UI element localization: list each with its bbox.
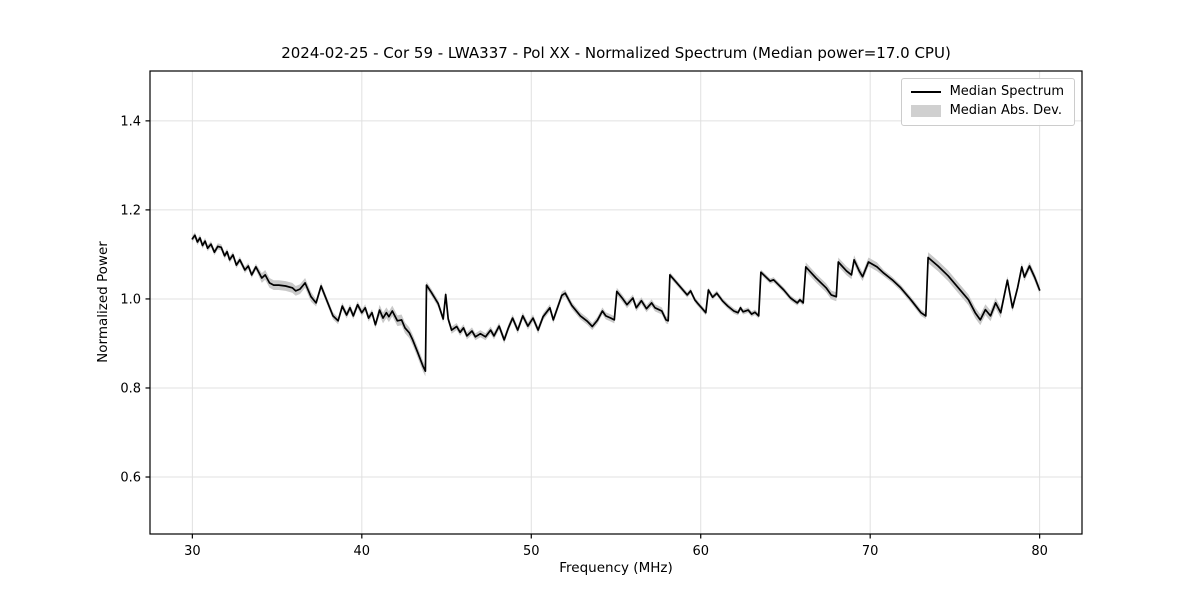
x-tick-label: 80 bbox=[1031, 544, 1048, 559]
legend-label: Median Spectrum bbox=[949, 84, 1064, 99]
legend-entry-median-abs-dev: Median Abs. Dev. bbox=[910, 103, 1064, 119]
x-tick-label: 70 bbox=[862, 544, 879, 559]
x-tick-label: 30 bbox=[184, 544, 201, 559]
y-tick-label: 1.0 bbox=[120, 292, 141, 307]
y-tick-label: 1.2 bbox=[120, 203, 141, 218]
legend: Median Spectrum Median Abs. Dev. bbox=[900, 78, 1075, 126]
legend-entry-median-spectrum: Median Spectrum bbox=[910, 84, 1064, 99]
x-axis-label: Frequency (MHz) bbox=[559, 560, 673, 576]
x-tick-label: 50 bbox=[523, 544, 540, 559]
y-tick-label: 0.6 bbox=[120, 471, 141, 486]
legend-line-swatch bbox=[910, 91, 941, 94]
y-tick-label: 0.8 bbox=[120, 381, 141, 396]
x-tick-label: 60 bbox=[692, 544, 709, 559]
legend-label: Median Abs. Dev. bbox=[949, 103, 1063, 119]
legend-patch-swatch bbox=[910, 105, 941, 118]
x-tick-label: 40 bbox=[354, 544, 371, 559]
y-axis-label: Normalized Power bbox=[95, 241, 111, 363]
chart-title: 2024-02-25 - Cor 59 - LWA337 - Pol XX - … bbox=[281, 44, 951, 62]
y-tick-label: 1.4 bbox=[120, 114, 141, 129]
